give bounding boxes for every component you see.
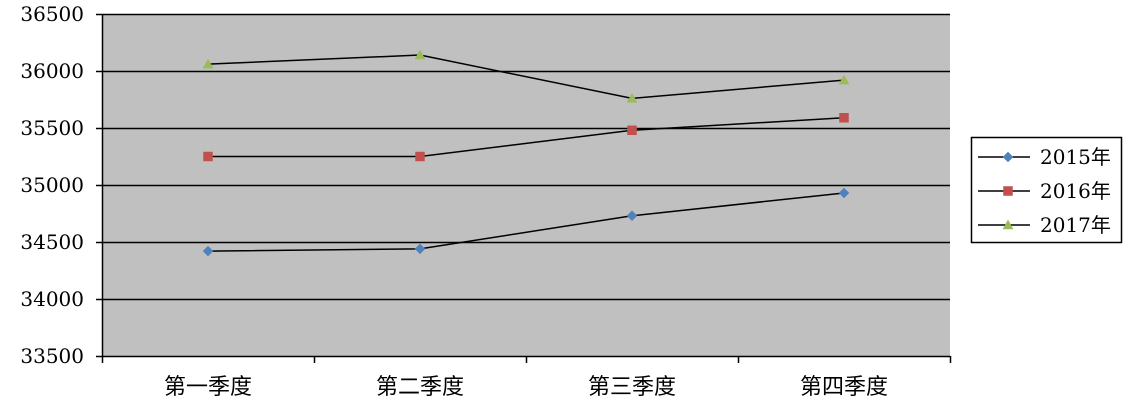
y-tick-label: 36000 [20,59,84,83]
data-point [202,58,214,69]
plot-area [101,13,950,358]
data-point [415,151,425,162]
legend-marker [1003,186,1013,196]
y-axis-ticks: 33500 34000 34500 35000 35500 36000 36500 [20,2,102,368]
y-tick-label: 33500 [20,344,84,368]
series [203,112,849,162]
legend-label: 2015年 [1040,145,1111,169]
legend-item: 2015年 [978,145,1111,169]
data-point [202,245,214,257]
legend-marker [1002,219,1014,230]
data-point [414,49,426,60]
series-line [208,116,845,158]
series [202,187,850,257]
data-point [838,187,850,199]
data-point [627,125,637,136]
data-point [414,243,426,255]
data-point [626,92,638,103]
legend-label: 2016年 [1040,179,1111,203]
data-point [838,74,850,85]
data-point [203,151,213,162]
legend-item: 2016年 [978,179,1111,203]
y-tick-label: 34000 [20,287,84,311]
x-tick-label: 第四季度 [800,375,888,400]
data-point [839,112,849,123]
series [202,49,850,103]
y-tick-label: 34500 [20,230,84,254]
series-group [202,49,850,257]
x-tick-label: 第三季度 [588,375,676,400]
legend-marker [1002,151,1014,163]
legend: 2015年 2016年 2017年 [970,136,1123,244]
y-tick-label: 35500 [20,116,84,140]
x-tick-label: 第二季度 [376,375,464,400]
x-tick-label: 第一季度 [164,375,252,400]
legend-label: 2017年 [1040,213,1111,237]
legend-item: 2017年 [978,213,1111,237]
y-tick-label: 35000 [20,173,84,197]
series-line [207,54,845,100]
data-point [626,210,638,222]
series-line [207,192,845,252]
x-axis-ticks: 第一季度 第二季度 第三季度 第四季度 [101,356,952,400]
y-tick-label: 36500 [20,2,84,26]
